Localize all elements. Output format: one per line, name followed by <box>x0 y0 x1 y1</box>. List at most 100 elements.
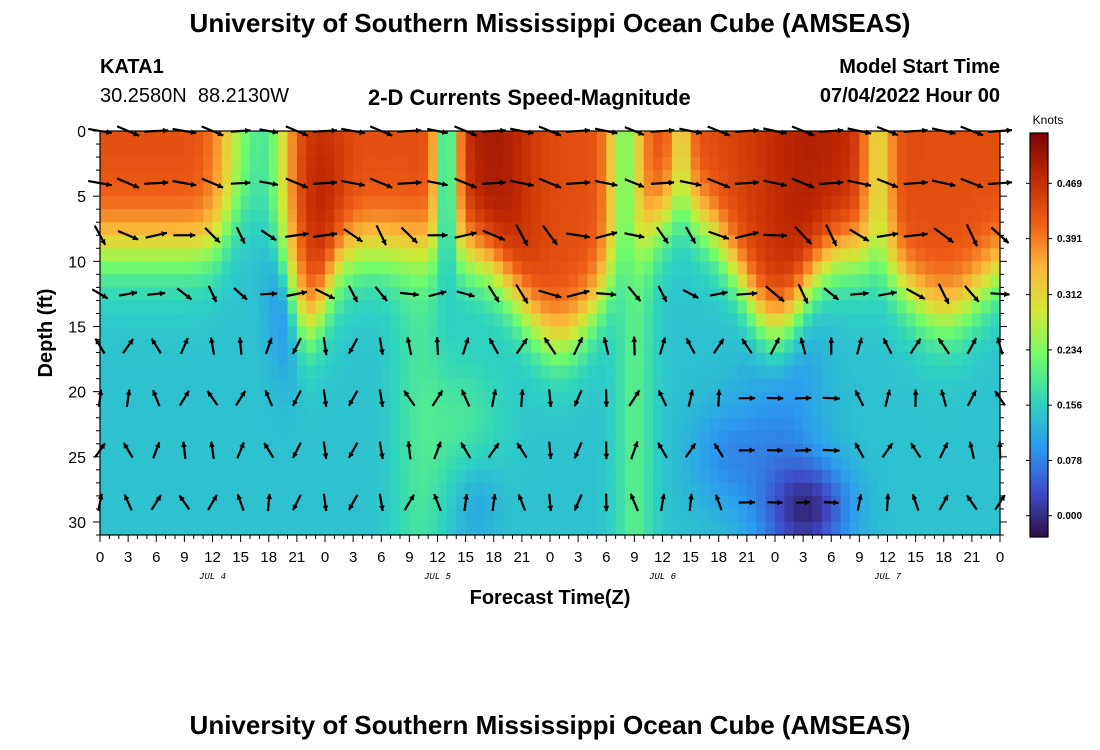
heatmap-cell <box>943 443 954 458</box>
heatmap-cell <box>934 196 945 210</box>
current-arrow <box>795 447 812 454</box>
current-arrow <box>650 179 675 186</box>
current-arrow <box>912 389 919 407</box>
heatmap-cell <box>615 378 626 393</box>
heatmap-cell <box>400 378 410 393</box>
heatmap-cell <box>746 274 757 288</box>
heatmap-cell <box>381 443 392 458</box>
heatmap-cell <box>596 339 607 354</box>
heatmap-cell <box>550 508 560 523</box>
heatmap-cell <box>175 430 185 445</box>
heatmap-cell <box>353 287 364 302</box>
current-arrow <box>655 226 670 245</box>
heatmap-cell <box>259 157 270 171</box>
heatmap-cell <box>709 404 720 419</box>
heatmap-cell <box>428 157 439 171</box>
heatmap-cell <box>943 508 954 523</box>
heatmap-cell <box>175 157 185 171</box>
heatmap-cell <box>681 170 692 184</box>
heatmap-cell <box>221 313 232 328</box>
heatmap-cell <box>212 378 223 393</box>
heatmap-cell <box>381 131 392 145</box>
heatmap-cell <box>606 469 617 484</box>
heatmap-cell <box>850 495 860 510</box>
heatmap-cell <box>671 235 682 249</box>
heatmap-cell <box>737 222 748 236</box>
heatmap-cell <box>221 339 232 354</box>
heatmap-cell <box>915 326 926 341</box>
heatmap-cell <box>746 248 757 262</box>
heatmap-cell <box>231 274 242 288</box>
current-arrow <box>823 499 839 506</box>
heatmap-cell <box>878 170 889 184</box>
heatmap-cell <box>531 183 542 197</box>
heatmap-cell <box>259 339 270 354</box>
current-arrow <box>403 494 416 511</box>
heatmap-cell <box>296 157 307 171</box>
heatmap-cell <box>643 222 654 236</box>
heatmap-cell <box>137 430 148 445</box>
heatmap-cell <box>521 131 532 145</box>
heatmap-cell <box>371 456 382 471</box>
heatmap-cell <box>118 417 129 432</box>
heatmap-cell <box>512 378 523 393</box>
heatmap-cell <box>981 157 992 171</box>
heatmap-cell <box>418 495 429 510</box>
heatmap-cell <box>128 352 139 367</box>
heatmap-cell <box>606 209 617 223</box>
heatmap-cell <box>512 404 523 419</box>
heatmap-cell <box>212 365 223 380</box>
heatmap-cell <box>409 378 420 393</box>
heatmap-cell <box>128 495 139 510</box>
heatmap-cell <box>681 456 692 471</box>
heatmap-cell <box>306 274 317 288</box>
heatmap-cell <box>643 326 654 341</box>
heatmap-cell <box>681 183 692 197</box>
heatmap-cell <box>775 209 785 223</box>
heatmap-cell <box>418 313 429 328</box>
heatmap-cell <box>896 274 907 288</box>
heatmap-cell <box>484 157 495 171</box>
heatmap-cell <box>934 352 945 367</box>
heatmap-cell <box>615 430 626 445</box>
heatmap-cell <box>990 144 1000 158</box>
heatmap-cell <box>315 352 326 367</box>
heatmap-cell <box>512 183 523 197</box>
heatmap-cell <box>690 157 701 171</box>
heatmap-cell <box>690 144 701 158</box>
heatmap-cell <box>306 326 317 341</box>
heatmap-cell <box>353 365 364 380</box>
heatmap-cell <box>578 235 589 249</box>
heatmap-cell <box>681 378 692 393</box>
heatmap-cell <box>953 261 964 275</box>
heatmap-cell <box>268 248 279 262</box>
heatmap-cell <box>184 443 195 458</box>
heatmap-cell <box>409 482 420 497</box>
heatmap-cell <box>268 261 279 275</box>
heatmap-cell <box>681 417 692 432</box>
heatmap-cell <box>859 443 870 458</box>
heatmap-cell <box>896 404 907 419</box>
heatmap-cell <box>784 326 795 341</box>
heatmap-cell <box>409 404 420 419</box>
heatmap-cell <box>315 456 326 471</box>
heatmap-cell <box>437 222 448 236</box>
current-arrow <box>515 283 529 304</box>
heatmap-cell <box>137 326 148 341</box>
heatmap-cell <box>962 313 973 328</box>
heatmap-cell <box>296 144 307 158</box>
heatmap-cell <box>475 430 485 445</box>
heatmap-cell <box>325 287 335 302</box>
heatmap-cell <box>587 365 598 380</box>
heatmap-cell <box>559 430 570 445</box>
heatmap-cell <box>175 222 185 236</box>
heatmap-cell <box>625 248 635 262</box>
heatmap-cell <box>437 495 448 510</box>
heatmap-cell <box>353 469 364 484</box>
heatmap-cell <box>231 326 242 341</box>
heatmap-cell <box>287 365 298 380</box>
heatmap-cell <box>653 508 664 523</box>
current-arrow <box>266 493 272 512</box>
heatmap-cell <box>568 261 579 275</box>
heatmap-cell <box>296 196 307 210</box>
